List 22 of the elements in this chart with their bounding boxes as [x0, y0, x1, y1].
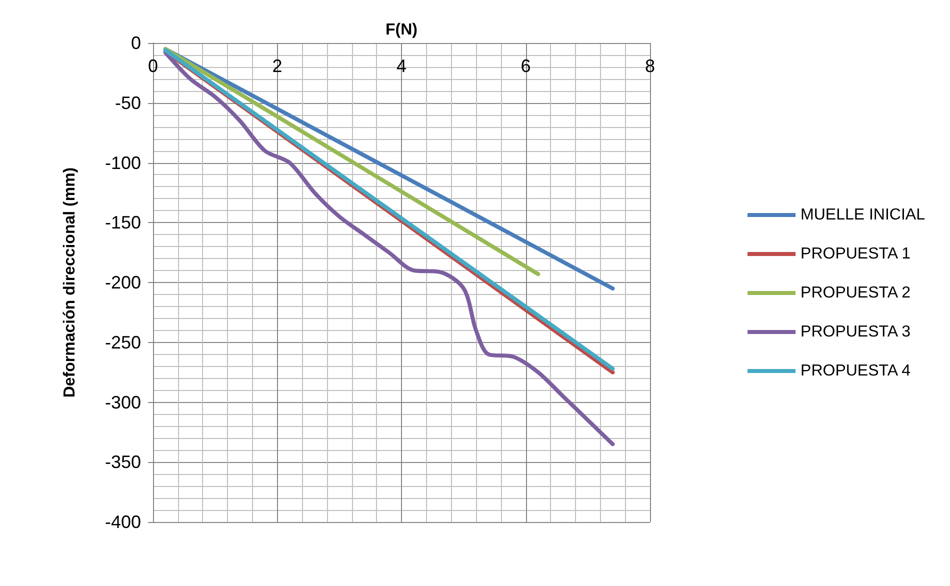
y-tick-label: -250	[104, 332, 141, 352]
y-tick-label: -400	[104, 512, 141, 532]
y-tick-label: -50	[114, 92, 141, 113]
legend-label: PROPUESTA 3	[800, 324, 911, 340]
y-tick-label: -100	[104, 152, 141, 173]
x-tick-label: 4	[396, 56, 407, 76]
legend-label: PROPUESTA 1	[800, 246, 911, 262]
x-tick-label: 0	[148, 56, 158, 76]
legend-label: PROPUESTA 2	[800, 284, 911, 302]
x-tick-label: 6	[520, 56, 531, 76]
y-tick-label: -200	[104, 272, 141, 292]
legend-label: MUELLE INICIAL	[800, 206, 926, 224]
y-tick-label: -150	[104, 212, 141, 233]
y-tick-label: 0	[130, 33, 141, 53]
y-tick-label: -350	[104, 452, 141, 472]
line-series	[163, 50, 615, 446]
y-axis-title: Deformación direccional (mm)	[62, 167, 78, 398]
legend-label: PROPUESTA 4	[800, 362, 911, 380]
y-tick-label: -300	[104, 392, 141, 412]
x-tick-label: 8	[644, 56, 656, 76]
x-axis-title: F(N)	[386, 22, 418, 39]
x-tick-label: 2	[272, 56, 282, 76]
